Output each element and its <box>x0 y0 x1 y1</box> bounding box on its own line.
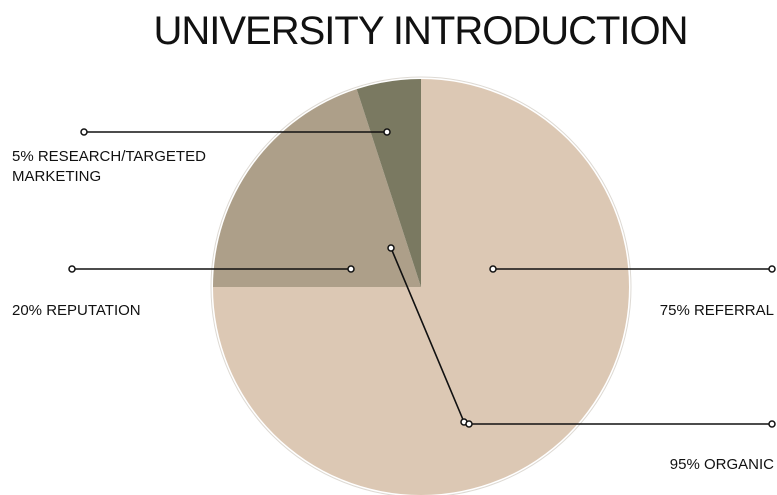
pie-slices <box>213 79 629 495</box>
leader-end-referral-inner <box>489 265 497 273</box>
leader-end-reputation-outer <box>68 265 76 273</box>
slice-label-research-targeted-marketing: 5% RESEARCH/TARGETED MARKETING <box>12 148 206 185</box>
leader-end-organic-top <box>387 244 395 252</box>
leader-end-organic-outer <box>768 420 776 428</box>
pie-slice-1 <box>213 89 421 288</box>
leader-line-organic-diagonal <box>390 247 465 423</box>
leader-lines <box>68 128 776 428</box>
slice-label-reputation: 20% REPUTATION <box>12 302 141 319</box>
slice-label-referral: 75% REFERRAL <box>659 302 774 319</box>
leader-end-research-inner <box>383 128 391 136</box>
leader-end-organic-inner <box>465 420 473 428</box>
leader-end-research-outer <box>80 128 88 136</box>
callout-label-organic: 95% ORGANIC <box>669 456 774 473</box>
pie-slice-2 <box>356 79 421 287</box>
leader-end-reputation-inner <box>347 265 355 273</box>
leader-end-referral-outer <box>768 265 776 273</box>
chart-title: UNIVERSITY INTRODUCTION <box>153 9 688 53</box>
